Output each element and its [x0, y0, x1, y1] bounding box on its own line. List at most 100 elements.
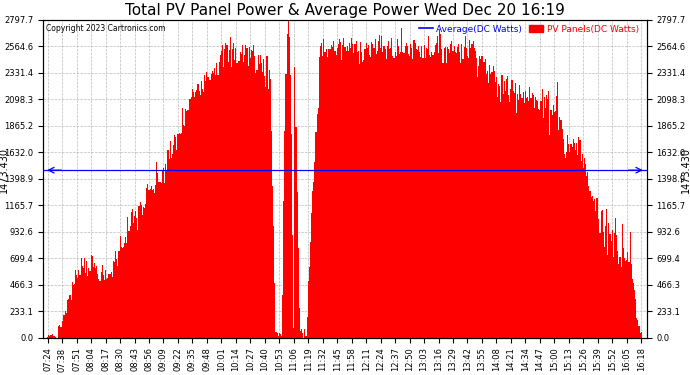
Bar	[410, 44, 411, 338]
Bar	[395, 56, 397, 338]
Bar	[95, 268, 96, 338]
Bar	[243, 62, 244, 338]
Bar	[197, 84, 199, 338]
Bar	[144, 209, 145, 338]
Bar	[624, 258, 625, 338]
Bar	[96, 266, 97, 338]
Bar	[537, 101, 538, 338]
Bar	[509, 102, 511, 338]
Bar	[531, 93, 533, 338]
Bar	[185, 110, 186, 338]
Bar	[206, 72, 208, 338]
Bar	[168, 159, 170, 338]
Bar	[355, 41, 357, 338]
Bar	[411, 48, 413, 338]
Bar	[400, 52, 401, 338]
Bar	[516, 113, 517, 338]
Bar	[380, 48, 381, 338]
Bar	[124, 243, 125, 338]
Bar	[221, 51, 222, 338]
Bar	[418, 46, 419, 338]
Bar	[341, 60, 342, 338]
Bar	[438, 53, 439, 338]
Bar	[152, 190, 153, 338]
Bar	[81, 266, 83, 338]
Bar	[408, 54, 409, 338]
Bar	[195, 92, 197, 338]
Bar	[290, 75, 291, 338]
Bar	[478, 66, 479, 338]
Bar	[429, 55, 430, 338]
Bar	[589, 191, 591, 338]
Bar	[444, 47, 446, 338]
Bar	[255, 73, 257, 338]
Bar	[291, 134, 292, 338]
Bar	[458, 44, 459, 338]
Bar	[424, 58, 426, 338]
Bar	[52, 336, 54, 338]
Bar	[321, 43, 322, 338]
Bar	[94, 262, 95, 338]
Bar	[542, 118, 544, 338]
Bar	[310, 242, 311, 338]
Bar	[518, 100, 520, 338]
Title: Total PV Panel Power & Average Power Wed Dec 20 16:19: Total PV Panel Power & Average Power Wed…	[125, 3, 565, 18]
Bar	[460, 63, 462, 338]
Bar	[527, 97, 528, 338]
Bar	[338, 44, 339, 338]
Bar	[370, 57, 371, 338]
Bar	[484, 62, 485, 338]
Bar	[113, 261, 114, 338]
Bar	[201, 81, 202, 338]
Bar	[70, 300, 72, 338]
Bar	[126, 243, 127, 338]
Bar	[453, 46, 455, 338]
Bar	[352, 44, 353, 338]
Bar	[164, 183, 165, 338]
Bar	[252, 51, 253, 338]
Bar	[506, 78, 507, 338]
Bar	[74, 284, 75, 338]
Bar	[631, 264, 632, 338]
Bar	[402, 52, 404, 338]
Bar	[585, 164, 586, 338]
Bar	[375, 54, 377, 338]
Bar	[130, 212, 132, 338]
Bar	[153, 189, 154, 338]
Bar	[413, 40, 415, 338]
Bar	[224, 50, 226, 338]
Bar	[457, 47, 458, 338]
Bar	[431, 52, 433, 338]
Bar	[526, 98, 527, 338]
Bar	[616, 235, 618, 338]
Bar	[199, 95, 201, 338]
Bar	[622, 225, 623, 338]
Bar	[447, 47, 448, 338]
Bar	[468, 58, 469, 338]
Bar	[377, 51, 378, 338]
Bar	[248, 47, 250, 338]
Bar	[326, 57, 328, 338]
Bar	[535, 96, 536, 338]
Bar	[235, 48, 237, 338]
Bar	[155, 185, 156, 338]
Bar	[491, 72, 493, 338]
Bar	[398, 46, 399, 338]
Bar	[202, 89, 203, 338]
Bar	[106, 279, 107, 338]
Bar	[177, 135, 179, 338]
Bar	[426, 48, 427, 338]
Bar	[419, 53, 420, 338]
Bar	[117, 266, 119, 338]
Bar	[133, 223, 134, 338]
Bar	[222, 45, 223, 338]
Bar	[107, 278, 108, 338]
Bar	[633, 283, 634, 338]
Bar	[591, 196, 593, 338]
Bar	[211, 74, 212, 338]
Bar	[498, 84, 500, 338]
Bar	[210, 80, 211, 338]
Bar	[280, 334, 281, 338]
Bar	[500, 102, 502, 338]
Bar	[556, 96, 557, 338]
